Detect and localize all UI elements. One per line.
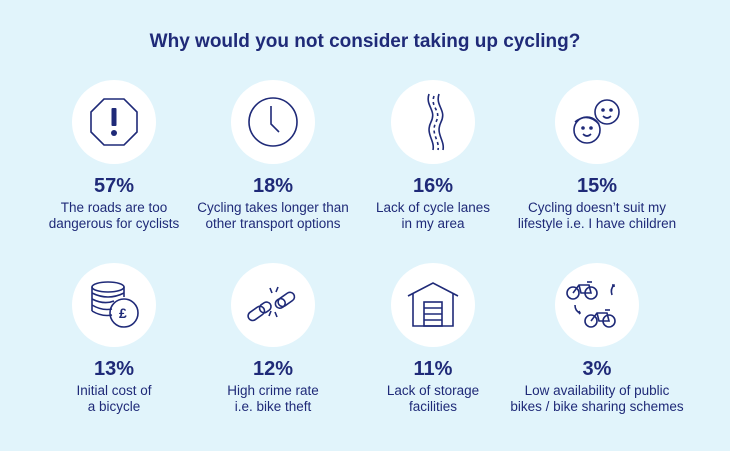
- page-title: Why would you not consider taking up cyc…: [149, 31, 581, 52]
- description-line: facilities: [408, 399, 457, 414]
- percent: 11%: [413, 358, 453, 380]
- stat-storage: 11% Lack of storage facilities: [343, 263, 523, 415]
- description-line: dangerous for cyclists: [48, 216, 180, 231]
- stat-bike-sharing: 3% Low availability of public bikes / bik…: [507, 263, 687, 415]
- stat-takes-longer: 18% Cycling takes longer than other trans…: [183, 80, 363, 232]
- stat-crime-rate: 12% High crime rate i.e. bike theft: [183, 263, 363, 415]
- percent: 15%: [576, 175, 618, 197]
- percent: 16%: [412, 175, 454, 197]
- description-line: i.e. bike theft: [234, 399, 312, 414]
- bike-sharing-icon: [566, 281, 616, 328]
- children-faces-icon: [573, 99, 620, 144]
- description-line: Low availability of public: [524, 383, 670, 398]
- icon-circle: [391, 80, 475, 164]
- percent: 12%: [252, 358, 294, 380]
- icon-circle: [231, 263, 315, 347]
- stat-lifestyle: 15% Cycling doesn’t suit my lifestyle i.e…: [507, 80, 687, 232]
- percent: 13%: [93, 358, 135, 380]
- winding-road-icon: [427, 93, 445, 151]
- garage-icon: [407, 282, 459, 327]
- coins-pound-icon: £: [91, 281, 139, 328]
- svg-text:£: £: [119, 305, 127, 321]
- description-line: Initial cost of: [76, 383, 152, 398]
- stat-initial-cost: £ 13% Initial cost of a bicycle: [24, 263, 204, 415]
- broken-chain-icon: [247, 286, 296, 322]
- percent: 3%: [582, 358, 612, 380]
- icon-circle: [72, 80, 156, 164]
- description-line: Lack of storage: [386, 383, 480, 398]
- description-line: lifestyle i.e. I have children: [517, 216, 677, 231]
- stat-cycle-lanes: 16% Lack of cycle lanes in my area: [343, 80, 523, 232]
- description-line: Cycling doesn’t suit my: [527, 200, 667, 215]
- description-line: Lack of cycle lanes: [375, 200, 491, 215]
- stat-roads-dangerous: 57% The roads are too dangerous for cycli…: [24, 80, 204, 232]
- percent: 57%: [93, 175, 135, 197]
- icon-circle: [231, 80, 315, 164]
- percent: 18%: [252, 175, 294, 197]
- warning-octagon-icon: [90, 98, 138, 146]
- icon-circle: [555, 80, 639, 164]
- icon-circle: £: [72, 263, 156, 347]
- clock-icon: [248, 97, 298, 147]
- description-line: other transport options: [205, 216, 341, 231]
- description-line: High crime rate: [227, 383, 319, 398]
- icon-circle: [391, 263, 475, 347]
- description-line: a bicycle: [87, 399, 141, 414]
- description-line: in my area: [401, 216, 465, 231]
- description-line: Cycling takes longer than: [197, 200, 349, 215]
- description-line: bikes / bike sharing schemes: [510, 399, 684, 414]
- description-line: The roads are too: [60, 200, 168, 215]
- icon-circle: [555, 263, 639, 347]
